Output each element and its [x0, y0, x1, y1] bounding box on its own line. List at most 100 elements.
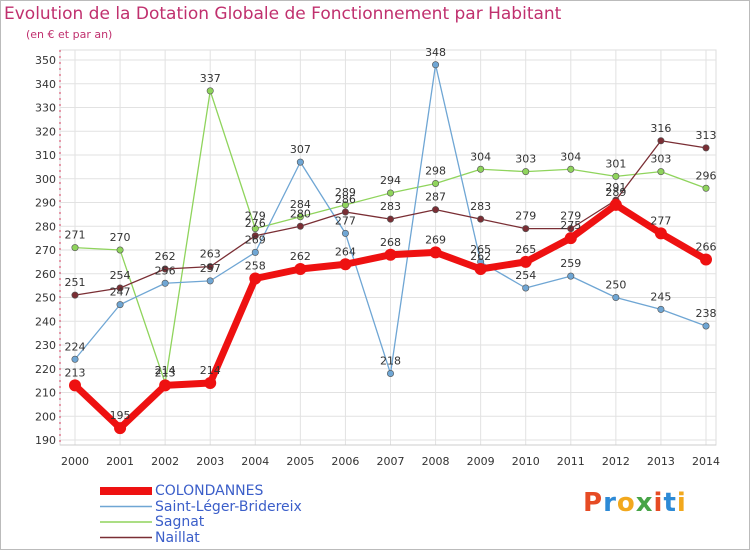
data-point-naillat: [116, 284, 124, 292]
data-label-sagnat: 289: [335, 186, 356, 199]
data-point-sagnat: [341, 201, 349, 209]
data-label-sagnat: 284: [290, 198, 311, 211]
data-point-naillat: [341, 208, 349, 216]
logo-letter: r: [603, 488, 617, 518]
y-tick-label: 320: [35, 125, 56, 138]
y-tick-label: 250: [35, 292, 56, 305]
x-tick-label: 2004: [241, 455, 269, 468]
logo-letter: i: [676, 488, 687, 518]
x-tick-label: 2013: [647, 455, 675, 468]
data-label-colondannes: 195: [110, 409, 131, 422]
data-point-naillat: [386, 215, 394, 223]
data-point-saint-leger-bridereix: [251, 248, 259, 256]
y-tick-label: 220: [35, 363, 56, 376]
data-label-colondannes: 269: [425, 233, 446, 246]
data-point-saint-leger-bridereix: [657, 305, 665, 313]
data-label-sagnat: 214: [155, 364, 176, 377]
data-label-colondannes: 213: [65, 366, 86, 379]
data-label-sagnat: 304: [470, 150, 491, 163]
data-point-colondannes: [384, 248, 397, 261]
y-tick-label: 230: [35, 339, 56, 352]
y-tick-label: 350: [35, 54, 56, 67]
logo-letter: x: [635, 488, 654, 518]
data-label-saint-leger-bridereix: 247: [110, 286, 131, 299]
data-labels: 271 270 214 337 279 284 289 294 298 304 303 304 301 3…: [65, 46, 717, 422]
data-label-saint-leger-bridereix: 238: [696, 307, 717, 320]
data-label-naillat: 283: [470, 200, 491, 213]
x-tick-label: 2012: [602, 455, 630, 468]
data-label-naillat: 276: [245, 217, 266, 230]
data-label-colondannes: 262: [470, 250, 491, 263]
data-point-colondannes: [69, 379, 81, 392]
data-point-colondannes: [249, 272, 262, 285]
data-point-sagnat: [116, 246, 124, 254]
data-label-naillat: 283: [380, 200, 401, 213]
data-point-naillat: [161, 265, 169, 273]
data-label-saint-leger-bridereix: 277: [335, 214, 356, 227]
legend-swatches: [100, 487, 152, 539]
data-label-colondannes: 265: [515, 243, 536, 256]
data-point-saint-leger-bridereix: [567, 272, 575, 280]
legend-label: Naillat: [155, 529, 200, 546]
data-label-naillat: 287: [425, 191, 446, 204]
data-label-saint-leger-bridereix: 259: [560, 257, 581, 270]
data-label-sagnat: 301: [605, 157, 626, 170]
series-group: [69, 61, 712, 435]
data-point-colondannes: [204, 377, 217, 389]
data-label-naillat: 280: [290, 207, 311, 220]
x-tick-label: 2009: [467, 455, 495, 468]
data-label-naillat: 291: [605, 181, 626, 194]
axes: 190 200 210 220 230 240 250 260 270 280 290 300 310 3…: [35, 50, 720, 468]
data-label-naillat: 262: [155, 250, 176, 263]
data-point-colondannes: [519, 255, 532, 268]
data-label-saint-leger-bridereix: 224: [65, 340, 86, 353]
data-point-sagnat: [386, 189, 394, 197]
data-label-sagnat: 270: [110, 231, 131, 244]
y-tick-label: 260: [35, 268, 56, 281]
logo-letter: P: [583, 488, 604, 518]
data-point-colondannes: [609, 198, 622, 211]
data-point-naillat: [206, 263, 214, 271]
data-label-saint-leger-bridereix: 257: [200, 262, 221, 275]
y-tick-label: 190: [35, 434, 56, 447]
y-tick-label: 200: [35, 410, 56, 423]
data-point-naillat: [432, 206, 440, 214]
data-point-colondannes: [159, 379, 172, 392]
data-label-saint-leger-bridereix: 307: [290, 143, 311, 156]
data-label-naillat: 254: [110, 269, 131, 282]
legend-label: COLONDANNES: [155, 483, 264, 499]
data-point-saint-leger-bridereix: [522, 284, 530, 292]
data-label-naillat: 316: [650, 122, 671, 135]
data-point-saint-leger-bridereix: [341, 229, 349, 237]
data-label-colondannes: 289: [605, 186, 626, 199]
y-tick-label: 290: [35, 197, 56, 210]
data-point-colondannes: [700, 253, 712, 266]
y-tick-label: 340: [35, 78, 56, 91]
x-tick-label: 2001: [106, 455, 134, 468]
data-point-sagnat: [206, 87, 214, 95]
data-point-naillat: [71, 291, 79, 299]
data-point-sagnat: [657, 168, 665, 176]
data-label-colondannes: 277: [650, 214, 671, 227]
data-label-sagnat: 271: [65, 229, 86, 242]
data-label-colondannes: 213: [155, 366, 176, 379]
x-tick-label: 2014: [692, 455, 720, 468]
data-label-saint-leger-bridereix: 254: [515, 269, 536, 282]
x-tick-label: 2002: [151, 455, 179, 468]
legend-label: Saint-Léger-Bridereix: [155, 498, 302, 515]
data-point-naillat: [296, 222, 304, 230]
data-point-sagnat: [432, 180, 440, 188]
y-tick-label: 210: [35, 387, 56, 400]
x-tick-label: 2011: [557, 455, 585, 468]
x-tick-label: 2003: [196, 455, 224, 468]
y-tick-label: 240: [35, 315, 56, 328]
data-label-sagnat: 296: [696, 169, 717, 182]
y-tick-label: 330: [35, 102, 56, 115]
y-tick-label: 310: [35, 149, 56, 162]
data-label-saint-leger-bridereix: 265: [470, 243, 491, 256]
data-point-colondannes: [294, 263, 307, 275]
data-point-sagnat: [522, 168, 530, 176]
data-point-saint-leger-bridereix: [116, 301, 124, 309]
